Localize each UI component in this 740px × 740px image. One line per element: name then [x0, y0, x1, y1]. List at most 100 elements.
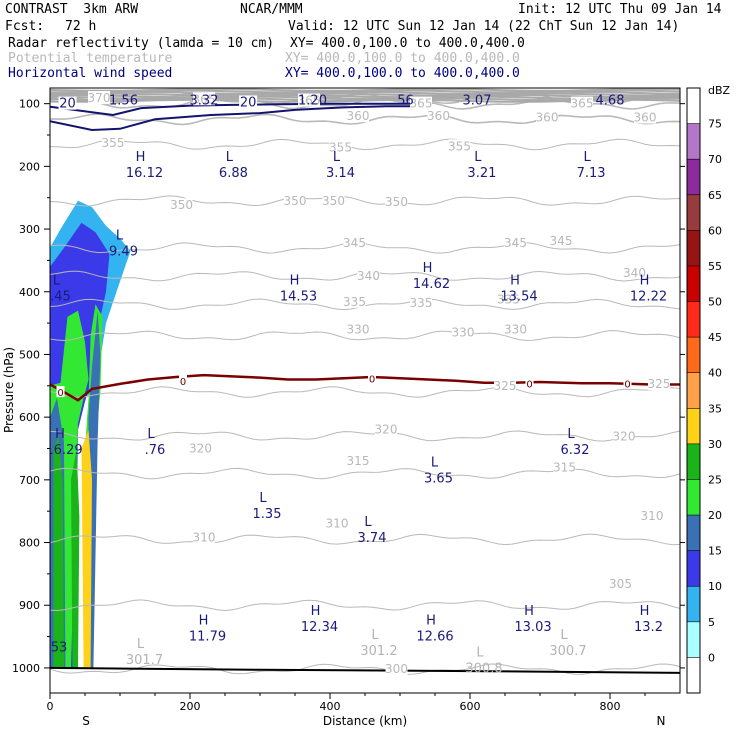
extremum-value: 3.74 — [358, 531, 387, 546]
theta-label: 360 — [634, 110, 657, 124]
colorbar-swatch — [687, 443, 700, 480]
extremum-value: 12.34 — [301, 620, 338, 635]
theta-label-bg — [410, 296, 432, 310]
extremum-value: 3.14 — [326, 166, 355, 181]
colorbar-swatch — [687, 550, 700, 587]
theta-label-bg — [343, 235, 366, 249]
extremum-kind: L — [371, 628, 379, 643]
x-tick-label: 0 — [47, 700, 54, 713]
reflectivity-cell — [81, 429, 92, 668]
wind-label-bg — [239, 95, 258, 109]
extremum-value: 6.88 — [219, 166, 248, 181]
extremum-kind: L — [116, 77, 124, 92]
extremum-value: 11.79 — [189, 629, 226, 644]
isotherm-label-bg — [623, 377, 632, 389]
extremum-value: 16.29 — [45, 443, 82, 458]
extremum-value: 300.7 — [549, 644, 586, 659]
extremum-value: 3.07 — [463, 93, 492, 108]
y-tick-label: 800 — [19, 537, 40, 550]
field-reflectivity-name: Radar reflectivity (lamda = 10 cm) — [8, 36, 275, 51]
init-time: Init: 12 UTC Thu 09 Jan 14 — [518, 2, 722, 17]
theta-label: 310 — [641, 509, 664, 523]
extremum-value: .76 — [145, 443, 166, 458]
extremum-value: 14.53 — [280, 290, 317, 305]
extremum-value: 16.12 — [126, 166, 163, 181]
reflectivity-cell — [71, 448, 80, 668]
theta-contour-upper — [50, 91, 680, 95]
extremum-value: .53 — [47, 641, 68, 656]
forecast-value: 72 h — [65, 19, 97, 34]
theta-label: 325 — [648, 377, 671, 391]
x-tick-label: 200 — [180, 700, 201, 713]
valid-time: Valid: 12 UTC Sun 12 Jan 14 (22 ChT Sun … — [288, 19, 680, 34]
x-tick-label: 600 — [460, 700, 481, 713]
colorbar-frame — [686, 87, 701, 694]
colorbar-swatch — [687, 408, 700, 444]
theta-label: 300 — [385, 662, 408, 676]
theta-label: 350 — [385, 195, 408, 209]
extremum-kind: H — [640, 274, 650, 289]
extremum-kind: L — [305, 77, 313, 92]
theta-label-bg — [347, 109, 369, 123]
theta-label: 310 — [326, 517, 349, 531]
y-tick-label: 500 — [19, 348, 40, 361]
theta-label-bg — [623, 265, 646, 279]
colorbar-label: 70 — [708, 153, 722, 166]
extremum-kind: H — [524, 604, 534, 619]
theta-label-bg — [357, 269, 380, 283]
extremum-value: 13.2 — [634, 620, 663, 635]
colorbar-unit: dBZ — [708, 84, 731, 97]
surface-line — [50, 666, 680, 674]
colorbar-label: 30 — [708, 438, 722, 451]
isotherm-label: 0 — [526, 379, 532, 390]
x-axis-title: Distance (km) — [323, 714, 407, 728]
theta-label: 355 — [448, 139, 471, 153]
field-theta-name: Potential temperature — [8, 51, 173, 66]
extremum-kind: L — [226, 150, 234, 165]
wind-contour-outer — [50, 105, 421, 132]
theta-label: 340 — [357, 269, 380, 283]
extremum-kind: L — [396, 77, 404, 92]
wind-contour-inner — [50, 102, 421, 117]
theta-label: 335 — [410, 296, 433, 310]
field-theta-xy: XY= 400.0,100.0 to 400.0,400.0 — [285, 51, 520, 66]
theta-label-bg — [193, 530, 215, 544]
theta-label: 345 — [504, 236, 527, 250]
colorbar-swatch — [687, 657, 700, 693]
x-axis-left-end-label: S — [82, 714, 90, 728]
extremum-kind: L — [583, 150, 591, 165]
theta-label: 350 — [284, 194, 307, 208]
theta-label: 335 — [343, 295, 366, 309]
extremum-value: 13.54 — [500, 290, 537, 305]
theta-label: 320 — [613, 430, 636, 444]
colorbar-label: 75 — [708, 118, 722, 131]
y-tick-label: 700 — [19, 474, 40, 487]
colorbar: 0 5 10 15 20 25 30 35 40 45 50 55 60 65 70 75 — [686, 87, 722, 694]
colorbar-label: 15 — [708, 545, 722, 558]
colorbar-label: 50 — [708, 296, 722, 309]
extremum-kind: H — [426, 613, 436, 628]
y-tick-label: 300 — [19, 223, 40, 236]
colorbar-label: 0 — [708, 651, 715, 664]
extremum-kind: H — [311, 604, 321, 619]
colorbar-swatch — [687, 621, 700, 658]
x-tick-label: 400 — [320, 700, 341, 713]
extremum-kind: L — [469, 77, 477, 92]
theta-label-bg — [322, 193, 345, 207]
colorbar-label: 35 — [708, 402, 722, 415]
y-tick-label: 200 — [19, 160, 40, 173]
theta-contour — [50, 430, 680, 442]
isotherm-label-bg — [179, 374, 187, 386]
colorbar-swatch — [687, 265, 700, 302]
zero-isotherm-layer: 0 0 0 0 0 — [50, 372, 680, 402]
extremum-value: 3.65 — [424, 471, 453, 486]
colorbar-label: 5 — [708, 616, 715, 629]
extremum-kind: H — [136, 150, 146, 165]
theta-label: 355 — [102, 136, 125, 150]
extremum-value: 1.20 — [298, 93, 327, 108]
colorbar-label: 40 — [708, 367, 722, 380]
theta-label: 345 — [550, 234, 573, 248]
theta-label-bg — [641, 509, 663, 523]
colorbar-swatch — [687, 123, 700, 160]
